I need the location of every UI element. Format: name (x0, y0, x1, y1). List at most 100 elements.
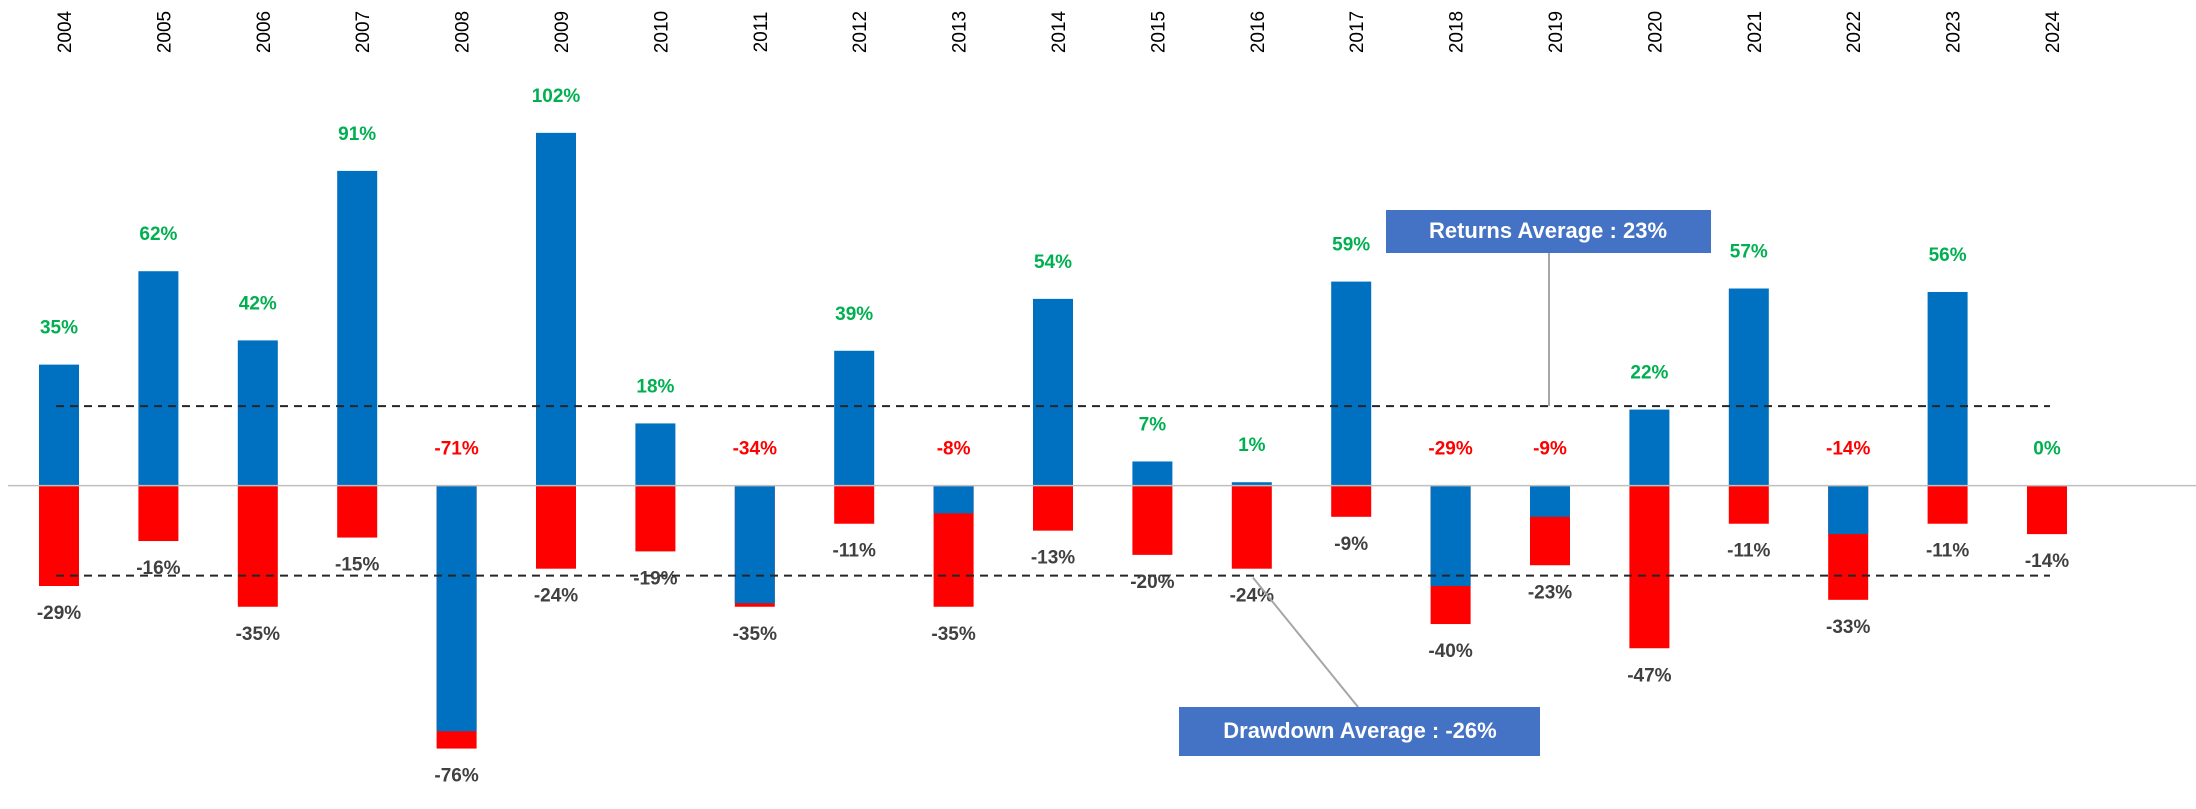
return-bar (1629, 409, 1670, 486)
return-label: 62% (139, 224, 177, 245)
annotation-text: Returns Average : 23% (1429, 218, 1667, 243)
return-label: 102% (532, 86, 581, 107)
return-label: 39% (835, 304, 873, 325)
return-bar (39, 364, 79, 486)
return-bar (635, 423, 676, 486)
drawdown-bar (1629, 485, 1670, 649)
drawdown-bar (2027, 485, 2067, 535)
return-bar (834, 350, 875, 486)
return-label: 22% (1630, 363, 1668, 384)
drawdown-label: -14% (2025, 551, 2069, 572)
drawdown-bar (834, 485, 875, 524)
x-tick-label: 2020 (1645, 11, 1666, 53)
x-tick-label: 2007 (353, 11, 374, 53)
drawdown-bar (237, 485, 278, 607)
return-bar (1132, 461, 1173, 486)
return-label: -34% (733, 439, 777, 460)
drawdown-bar (635, 485, 676, 552)
x-tick-label: 2006 (254, 11, 275, 53)
return-bar (1033, 298, 1073, 486)
drawdown-label: -33% (1826, 617, 1870, 638)
x-tick-label: 2005 (154, 11, 175, 53)
return-bar (933, 485, 974, 514)
return-bar (1430, 485, 1471, 586)
x-tick-label: 2018 (1447, 11, 1468, 53)
return-label: 56% (1929, 245, 1967, 266)
return-bar (436, 485, 477, 732)
x-tick-label: 2017 (1347, 11, 1368, 53)
annotation-box (1179, 707, 1540, 756)
drawdown-label: -24% (534, 586, 578, 607)
drawdown-label: -35% (236, 624, 280, 645)
return-label: 35% (40, 318, 78, 339)
return-bar (337, 170, 378, 486)
return-label: -9% (1533, 439, 1567, 460)
return-bar (1530, 485, 1570, 517)
drawdown-bar (39, 485, 79, 586)
x-tick-label: 2021 (1745, 11, 1766, 53)
return-label: 18% (636, 376, 674, 397)
drawdown-bar (138, 485, 179, 542)
annotation-text: Drawdown Average : -26% (1223, 718, 1496, 743)
x-tick-label: 2016 (1248, 11, 1269, 53)
x-tick-label: 2015 (1148, 11, 1169, 53)
drawdown-label: -15% (335, 555, 379, 576)
return-label: 0% (2033, 439, 2061, 460)
drawdown-label: -76% (434, 766, 478, 787)
drawdown-bar (1231, 485, 1272, 569)
drawdown-bar (536, 485, 576, 569)
drawdown-bar (1132, 485, 1173, 555)
x-tick-label: 2008 (453, 11, 474, 53)
return-label: -14% (1826, 439, 1870, 460)
drawdown-label: -11% (833, 541, 876, 562)
x-tick-label: 2004 (55, 10, 76, 53)
drawdown-label: -16% (136, 558, 180, 579)
return-label: 1% (1238, 435, 1266, 456)
drawdown-label: -9% (1334, 534, 1368, 555)
return-label: 7% (1139, 414, 1167, 435)
drawdown-label: -11% (1727, 541, 1770, 562)
return-bar (138, 271, 179, 486)
drawdown-label: -23% (1528, 582, 1572, 603)
return-bar (734, 485, 775, 604)
x-tick-label: 2010 (651, 11, 672, 53)
drawdown-label: -47% (1627, 665, 1671, 686)
x-tick-label: 2019 (1546, 11, 1567, 53)
return-label: 59% (1332, 235, 1370, 256)
connector (1252, 576, 1359, 708)
x-tick-label: 2012 (850, 11, 871, 53)
return-bar (1331, 281, 1372, 486)
x-tick-label: 2023 (1944, 11, 1965, 53)
drawdown-bar (1728, 485, 1769, 524)
drawdown-label: -40% (1428, 641, 1472, 662)
drawdown-label: -35% (733, 624, 777, 645)
return-bar (237, 340, 278, 486)
x-tick-label: 2011 (751, 12, 772, 53)
return-bar (1927, 291, 1968, 486)
drawdown-bar (337, 485, 378, 538)
x-tick-label: 2014 (1049, 10, 1070, 53)
return-bar (1728, 288, 1769, 486)
return-bar (1828, 485, 1869, 535)
return-bar (1231, 482, 1272, 486)
drawdown-label: -11% (1926, 541, 1969, 562)
x-tick-label: 2013 (950, 11, 971, 53)
drawdown-label: -19% (633, 568, 677, 589)
return-label: 57% (1730, 242, 1768, 263)
x-tick-label: 2009 (552, 11, 573, 53)
return-label: -8% (937, 439, 971, 460)
drawdown-bar (1033, 485, 1073, 531)
annotation-box (1386, 210, 1711, 253)
drawdown-bar (1331, 485, 1372, 517)
drawdown-label: -35% (931, 624, 975, 645)
drawdown-label: -20% (1130, 572, 1174, 593)
drawdown-bar (1927, 485, 1968, 524)
drawdown-label: -13% (1031, 548, 1075, 569)
return-label: 42% (239, 293, 277, 314)
drawdown-label: -29% (37, 603, 81, 624)
return-bar (536, 132, 576, 486)
return-label: 91% (338, 124, 376, 145)
x-tick-label: 2024 (2043, 10, 2064, 53)
return-label: -29% (1428, 439, 1472, 460)
